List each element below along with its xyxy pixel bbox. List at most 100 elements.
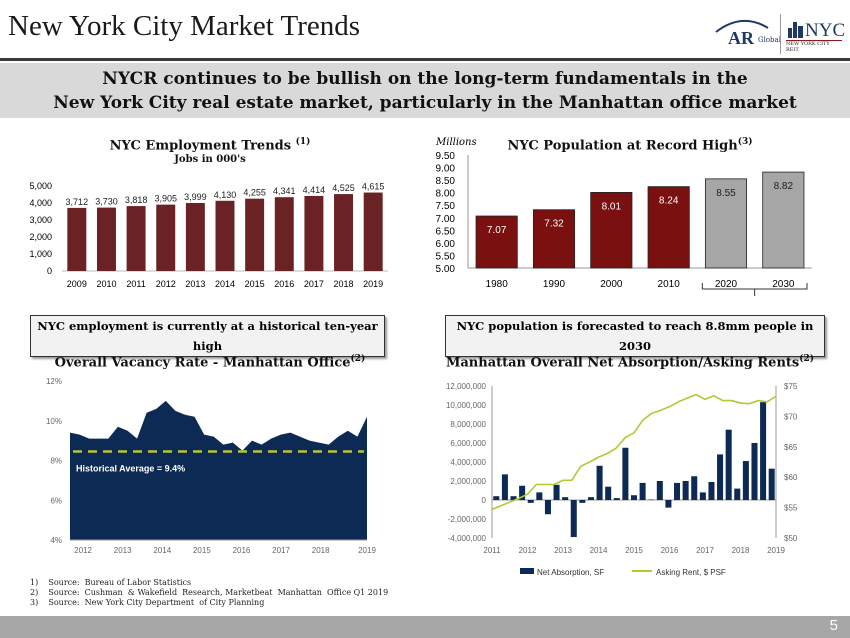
population-title-sup: (3) — [737, 137, 753, 147]
absorption-bar — [630, 495, 638, 500]
data-label: 3,730 — [95, 197, 118, 207]
employment-subtitle: Jobs in 000's — [174, 154, 246, 165]
y-tick-label: 2,000 — [29, 232, 52, 242]
y-left-tick-label: 2,000,000 — [450, 477, 486, 486]
y-tick-label: 6% — [50, 496, 62, 505]
x-tick-label: 2010 — [658, 279, 681, 290]
x-tick-label: 2017 — [304, 279, 324, 289]
data-label: 7.07 — [487, 225, 507, 236]
bar — [245, 198, 265, 271]
footnote: 3) Source: New York City Department of C… — [30, 598, 265, 607]
x-tick-label: 2016 — [661, 546, 679, 555]
data-label: 8.82 — [774, 181, 794, 192]
y-tick-label: 4,000 — [29, 198, 52, 208]
data-label: 8.01 — [602, 201, 622, 212]
y-tick-label: 8% — [50, 457, 62, 466]
y-left-tick-label: 8,000,000 — [450, 420, 486, 429]
y-tick-label: 8.00 — [436, 189, 456, 200]
banner-line-2: New York City real estate market, partic… — [53, 93, 797, 113]
x-tick-label: 1980 — [486, 279, 509, 290]
y-left-tick-label: 6,000,000 — [450, 439, 486, 448]
y-left-tick-label: 10,000,000 — [446, 401, 487, 410]
absorption-bar — [562, 497, 569, 500]
population-title-text: NYC Population at Record High — [507, 138, 738, 154]
x-tick-label: 2010 — [96, 279, 116, 289]
population-chart: 5.00 5.506.00 6.507.00 7.508.00 8.509.00 9.50… — [436, 151, 812, 296]
bar — [363, 192, 383, 271]
y-tick-label: 8.50 — [436, 176, 456, 187]
x-tick-label: 2013 — [114, 546, 132, 555]
y-tick-label: 5,000 — [29, 181, 52, 191]
data-label: 3,905 — [154, 194, 177, 204]
legend-label: Asking Rent, $ PSF — [656, 568, 726, 577]
x-tick-label: 2011 — [483, 546, 501, 555]
forecast-brace — [701, 283, 808, 296]
y-tick-label: 5.00 — [436, 264, 456, 275]
x-tick-label: 2009 — [67, 279, 87, 289]
data-label: 8.24 — [659, 196, 679, 207]
vacancy-chart: 4% 6% 8% 10% 12% Historical Average = 9.4% 201… — [46, 377, 376, 555]
absorption-bar — [596, 465, 603, 500]
x-tick-label: 2012 — [156, 279, 176, 289]
absorption-bar — [768, 468, 775, 500]
x-tick-label: 2014 — [215, 279, 235, 289]
skyline-icon — [788, 22, 803, 38]
employment-chart-title: NYC Employment Trends (1) — [30, 137, 390, 153]
absorption-bar — [510, 496, 517, 500]
data-label: 4,255 — [243, 188, 266, 198]
ar-arc-icon — [715, 20, 769, 33]
population-callout: NYC population is forecasted to reach 8.… — [445, 315, 825, 357]
x-tick-label: 2012 — [519, 546, 537, 555]
x-tick-label: 2014 — [590, 546, 608, 555]
x-tick-label: 2018 — [334, 279, 354, 289]
y-tick-label: 7.50 — [436, 201, 456, 212]
y-tick-label: 4% — [50, 536, 62, 545]
absorption-bar — [734, 488, 741, 500]
absorption-bar — [519, 485, 526, 500]
absorption-bar — [553, 484, 560, 500]
absorption-bar — [699, 492, 706, 500]
x-tick-label: 2015 — [193, 546, 211, 555]
vacancy-chart-title: Overall Vacancy Rate - Manhattan Office(… — [40, 354, 380, 370]
y-tick-label: 5.50 — [436, 251, 456, 262]
absorption-title-sup: (2) — [799, 354, 815, 364]
y-right-tick-label: $60 — [784, 473, 798, 482]
y-tick-label: 10% — [46, 417, 62, 426]
y-tick-label: 12% — [46, 377, 62, 386]
data-label: 3,712 — [66, 197, 89, 207]
absorption-bar — [544, 500, 551, 515]
legend-swatch-absorption — [520, 568, 534, 574]
absorption-bar — [708, 481, 715, 500]
y-left-tick-label: -4,000,000 — [448, 534, 487, 543]
y-tick-label: 0 — [47, 266, 52, 276]
y-tick-label: 3,000 — [29, 215, 52, 225]
y-tick-label: 6.00 — [436, 239, 456, 250]
absorption-bar — [570, 500, 577, 538]
data-label: 4,414 — [303, 185, 326, 195]
x-tick-label: 2015 — [625, 546, 643, 555]
data-label: 3,818 — [125, 195, 148, 205]
population-chart-title: NYC Population at Record High(3) — [500, 137, 760, 153]
bar — [647, 186, 690, 269]
bar — [126, 206, 146, 271]
x-tick-label: 2013 — [554, 546, 572, 555]
x-tick-label: 2019 — [767, 546, 785, 555]
bar — [274, 197, 294, 271]
population-ylabel: Millions — [436, 137, 477, 148]
banner-line-1: NYCR continues to be bullish on the long… — [102, 69, 748, 89]
absorption-bar — [613, 498, 620, 500]
absorption-bar — [639, 482, 646, 500]
footer-bar — [0, 616, 850, 638]
bar — [704, 178, 748, 269]
nyc-logo: NYC — [805, 20, 846, 41]
data-label: 4,341 — [273, 186, 296, 196]
ar-logo: AR — [728, 28, 754, 48]
bar — [475, 215, 518, 269]
y-left-tick-label: 0 — [482, 496, 487, 505]
x-tick-label: 2000 — [600, 279, 623, 290]
y-right-tick-label: $70 — [784, 412, 798, 421]
x-tick-label: 2013 — [185, 279, 205, 289]
bar — [96, 207, 116, 271]
absorption-chart: -4,000,000 -2,000,000 0 2,000,000 4,000,000 6… — [446, 382, 798, 577]
bar — [532, 209, 576, 269]
